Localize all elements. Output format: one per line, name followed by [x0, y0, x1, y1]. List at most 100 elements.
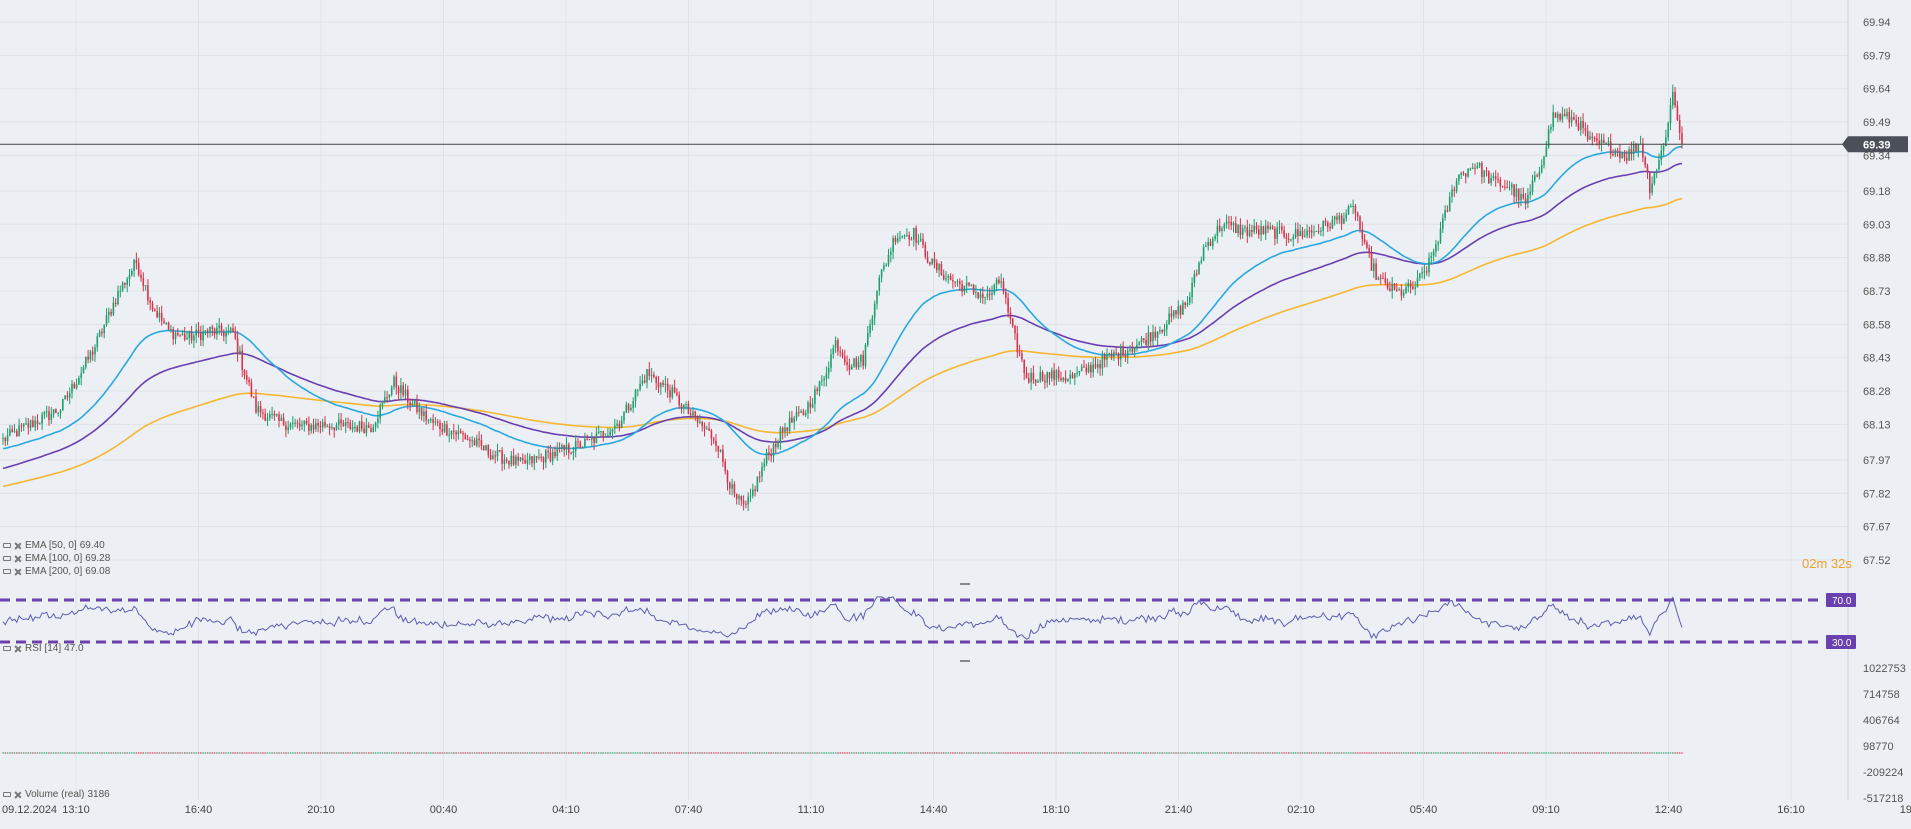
volume-bar [404, 752, 407, 754]
visibility-icon[interactable] [3, 555, 11, 563]
volume-bar [1230, 752, 1232, 754]
volume-bar [36, 752, 39, 754]
volume-bar [701, 752, 703, 754]
candle [1414, 287, 1416, 289]
candle [1432, 251, 1435, 256]
visibility-icon[interactable] [3, 791, 11, 799]
volume-bar [1467, 752, 1469, 754]
candle [556, 448, 559, 457]
candle [1007, 297, 1009, 313]
visibility-icon[interactable] [3, 542, 11, 550]
candle [1032, 372, 1035, 381]
candle [91, 351, 94, 355]
candle [830, 354, 832, 368]
pane-divider-handle[interactable] [960, 660, 970, 662]
time-tick-label: 18:10 [1042, 804, 1070, 816]
visibility-icon[interactable] [3, 645, 11, 653]
close-icon[interactable] [14, 645, 22, 653]
candle [1051, 370, 1053, 379]
volume-bar [1511, 752, 1513, 754]
candle [473, 440, 476, 446]
legend-rsi-value: 47.0 [64, 643, 84, 654]
volume-bar [473, 752, 476, 754]
close-icon[interactable] [14, 791, 22, 799]
rsi-line [2, 596, 1683, 640]
volume-bar [878, 752, 880, 754]
price-tick-label: 69.03 [1863, 219, 1891, 231]
candle [1129, 349, 1131, 351]
candle [135, 260, 138, 264]
close-icon[interactable] [14, 555, 22, 563]
candle [588, 439, 591, 441]
legend-rsi[interactable]: RSI [14] 47.0 [3, 643, 84, 655]
volume-bar [837, 752, 839, 754]
time-tick-label: 11:10 [798, 804, 825, 816]
volume-bar [1251, 752, 1253, 754]
volume-bar [365, 752, 368, 754]
volume-bar [301, 752, 303, 754]
candle [356, 426, 358, 432]
volume-bar [1593, 752, 1596, 754]
candle [1448, 196, 1451, 212]
countdown-minutes: 02 [1802, 556, 1817, 571]
volume-bar [239, 752, 241, 754]
volume-bar [915, 752, 917, 754]
visibility-icon[interactable] [3, 568, 11, 576]
candle [105, 315, 108, 325]
volume-bar [1676, 752, 1679, 754]
candle [441, 429, 444, 432]
candle [36, 420, 39, 425]
volume-bar [1060, 752, 1062, 754]
volume-bar [1483, 752, 1485, 754]
volume-bar [696, 752, 699, 754]
volume-bar [358, 752, 361, 754]
volume-bar [1524, 752, 1527, 754]
close-icon[interactable] [14, 542, 22, 550]
candle [418, 407, 421, 413]
volume-bar [694, 752, 696, 754]
candle [216, 327, 218, 335]
volume-bar [1108, 752, 1110, 754]
price-tick-label: 69.34 [1863, 150, 1891, 162]
legend-volume[interactable]: Volume (real) 3186 [3, 789, 110, 801]
volume-bar [1179, 752, 1182, 754]
candle [798, 411, 800, 413]
volume-bar [1377, 752, 1380, 754]
volume-bar [795, 752, 798, 754]
volume-bar [671, 752, 673, 754]
candle [1580, 120, 1582, 130]
candle [1455, 180, 1458, 192]
volume-bar [1170, 752, 1173, 754]
volume-bar [1446, 752, 1449, 754]
volume-bar [1025, 752, 1028, 754]
candle [377, 418, 379, 423]
legend-ema50[interactable]: EMA [50, 0] 69.40 [3, 540, 105, 552]
volume-bar [402, 752, 404, 754]
candle [637, 389, 639, 391]
volume-bar [1504, 752, 1506, 754]
candle [676, 392, 678, 396]
candle [1101, 354, 1104, 369]
candle [660, 382, 662, 388]
price-tick-label: 69.94 [1863, 17, 1891, 29]
candle [1603, 139, 1605, 143]
volume-bar [197, 752, 200, 754]
legend-ema100[interactable]: EMA [100, 0] 69.28 [3, 553, 110, 565]
volume-bar [1320, 752, 1322, 754]
close-icon[interactable] [14, 568, 22, 576]
candle [1409, 282, 1412, 287]
volume-bar [1679, 752, 1681, 754]
pane-divider-handle[interactable] [960, 583, 970, 585]
candle [1225, 221, 1228, 225]
volume-bar [1078, 752, 1081, 754]
candle [1416, 277, 1419, 288]
volume-bar [110, 752, 112, 754]
candle [200, 332, 202, 341]
volume-bar [572, 752, 575, 754]
candle [326, 426, 329, 428]
candle [1490, 177, 1492, 183]
volume-bar [322, 752, 324, 754]
legend-ema200[interactable]: EMA [200, 0] 69.08 [3, 566, 110, 578]
